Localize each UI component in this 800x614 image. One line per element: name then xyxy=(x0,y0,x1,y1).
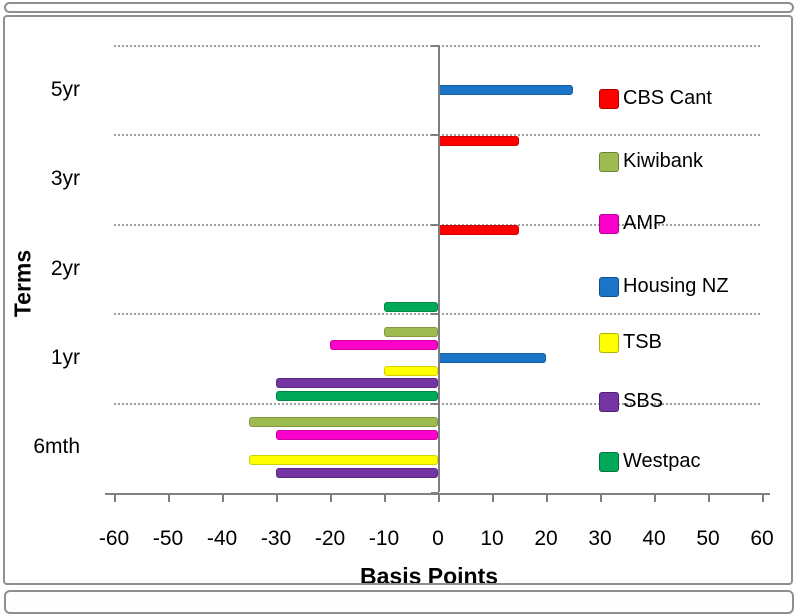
bottom-frame-strip xyxy=(4,590,794,614)
legend-item: SBS xyxy=(599,390,663,413)
x-tick-label: -60 xyxy=(98,527,130,550)
bar-housing-nz xyxy=(438,85,573,95)
zero-axis-line xyxy=(438,45,440,492)
bar-sbs xyxy=(276,468,438,478)
x-axis-tick xyxy=(276,493,278,502)
bar-amp xyxy=(276,430,438,440)
legend-label: SBS xyxy=(623,390,664,412)
legend-item: TSB xyxy=(599,331,662,354)
x-tick-label: -50 xyxy=(152,527,184,550)
x-axis-title: Basis Points xyxy=(360,563,499,585)
bar-kiwibank xyxy=(249,417,438,427)
legend-label: Kiwibank xyxy=(623,150,704,172)
x-tick-label: 50 xyxy=(696,527,720,550)
x-tick-label: 20 xyxy=(534,527,558,550)
x-tick-label: 0 xyxy=(432,527,444,550)
legend-label: AMP xyxy=(623,212,667,234)
legend-swatch-tsb xyxy=(599,332,619,353)
x-tick-label: 40 xyxy=(642,527,666,550)
category-axis-tick xyxy=(431,224,439,226)
legend-label: Housing NZ xyxy=(623,275,729,297)
legend-item: Westpac xyxy=(599,450,700,473)
bar-sbs xyxy=(276,378,438,388)
bar-amp xyxy=(330,340,438,350)
category-label: 1yr xyxy=(50,346,80,369)
x-axis-tick xyxy=(492,493,494,502)
category-axis-tick xyxy=(431,313,439,315)
category-axis-tick xyxy=(431,134,439,136)
x-axis-tick xyxy=(600,493,602,502)
legend-item: CBS Cant xyxy=(599,87,712,110)
legend-item: AMP xyxy=(599,212,666,235)
x-tick-label: 10 xyxy=(480,527,504,550)
page: -60 -50 -40 -30 -20 -10 0 10 20 30 40 50 60 5yr 3yr 2yr… xyxy=(3,2,794,614)
legend-swatch-kiwibank xyxy=(599,151,619,172)
x-axis-tick xyxy=(654,493,656,502)
bar-kiwibank xyxy=(384,327,438,337)
x-axis-line xyxy=(105,493,770,495)
x-axis-tick xyxy=(222,493,224,502)
x-tick-label: -30 xyxy=(260,527,292,550)
x-axis-tick xyxy=(438,493,440,502)
category-axis-tick xyxy=(431,45,439,47)
bar-westpac xyxy=(384,302,438,312)
y-axis-title: Terms xyxy=(9,249,36,318)
chart-frame: -60 -50 -40 -30 -20 -10 0 10 20 30 40 50 60 5yr 3yr 2yr… xyxy=(3,15,793,585)
legend-swatch-cbs-cant xyxy=(599,88,619,109)
x-tick-label: 60 xyxy=(750,527,774,550)
x-tick-label: -10 xyxy=(368,527,400,550)
top-frame-strip xyxy=(4,2,794,13)
category-label: 3yr xyxy=(50,167,80,190)
category-label: 2yr xyxy=(50,257,80,280)
bar-westpac xyxy=(276,391,438,401)
bar-cbs-cant xyxy=(438,136,519,146)
legend-label: TSB xyxy=(623,331,662,353)
legend-label: Westpac xyxy=(623,450,701,472)
x-tick-label: 30 xyxy=(588,527,612,550)
bar-tsb xyxy=(249,455,438,465)
bar-cbs-cant xyxy=(438,225,519,235)
legend-swatch-sbs xyxy=(599,391,619,412)
bar-housing-nz xyxy=(438,353,546,363)
legend-item: Kiwibank xyxy=(599,150,703,173)
x-axis-tick xyxy=(168,493,170,502)
legend-swatch-housing-nz xyxy=(599,276,619,297)
legend-swatch-amp xyxy=(599,213,619,234)
category-axis-tick xyxy=(431,403,439,405)
x-axis-tick xyxy=(546,493,548,502)
x-axis-tick xyxy=(384,493,386,502)
category-label: 5yr xyxy=(50,78,80,101)
category-label: 6mth xyxy=(33,435,80,458)
x-tick-label: -40 xyxy=(206,527,238,550)
legend-swatch-westpac xyxy=(599,451,619,472)
x-axis-tick xyxy=(708,493,710,502)
legend-label: CBS Cant xyxy=(623,87,712,109)
x-axis-tick xyxy=(330,493,332,502)
legend-item: Housing NZ xyxy=(599,275,729,298)
bar-tsb xyxy=(384,366,438,376)
x-axis-tick xyxy=(114,493,116,502)
x-tick-label: -20 xyxy=(314,527,346,550)
x-axis-tick xyxy=(762,493,764,502)
